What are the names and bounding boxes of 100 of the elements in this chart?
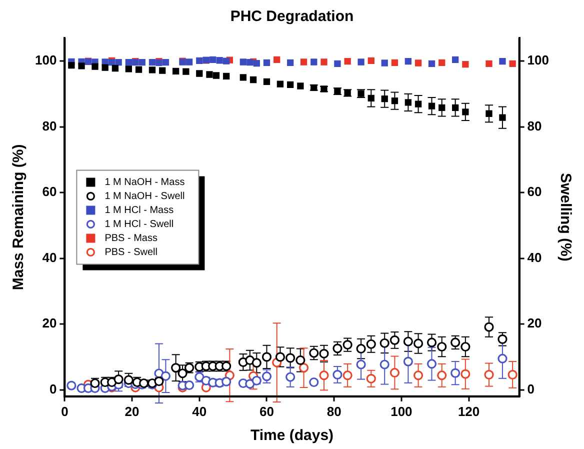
point — [263, 59, 270, 66]
x-tick-label: 100 — [390, 404, 412, 419]
point — [438, 59, 446, 66]
point — [319, 348, 329, 358]
y-tick-label: 60 — [42, 184, 57, 200]
point — [391, 97, 398, 104]
legend-label: 1 M NaOH - Mass — [104, 176, 185, 188]
x-tick-label: 120 — [458, 404, 480, 419]
point — [450, 368, 460, 378]
point — [390, 368, 400, 378]
point — [160, 371, 171, 381]
point — [452, 56, 459, 64]
point — [162, 59, 170, 66]
legend-label: PBS - Swell — [104, 246, 158, 258]
legend-label: 1 M HCl - Swell — [104, 218, 174, 230]
x-axis-title: Time (days) — [250, 427, 334, 444]
y-tick-label: 40 — [42, 250, 57, 265]
point — [178, 368, 188, 378]
point — [404, 58, 412, 65]
x-tick-label: 0 — [61, 404, 68, 419]
point — [286, 81, 294, 88]
y2-tick-label: 100 — [527, 52, 550, 68]
point — [240, 74, 246, 81]
point — [414, 100, 422, 108]
point — [148, 66, 156, 74]
y-tick-label: 20 — [42, 316, 57, 331]
point — [297, 82, 304, 90]
legend-label: 1 M NaOH - Swell — [104, 190, 185, 202]
legend-label: 1 M HCl - Mass — [104, 204, 174, 216]
point — [112, 64, 119, 72]
y-axis-title: Mass Remaining (%) — [10, 144, 28, 290]
point — [275, 352, 286, 362]
point — [206, 71, 213, 78]
point — [210, 56, 216, 64]
point — [438, 104, 446, 112]
point — [148, 59, 156, 66]
y2-tick-label: 20 — [527, 316, 542, 331]
point — [196, 70, 203, 77]
point — [223, 72, 230, 80]
point — [212, 72, 220, 79]
y2-tick-label: 60 — [527, 184, 542, 200]
x-tick-label: 40 — [192, 404, 207, 419]
point — [356, 360, 366, 370]
point — [125, 59, 132, 66]
point — [66, 380, 76, 390]
point — [286, 372, 296, 382]
point — [428, 102, 436, 110]
x-tick-label: 80 — [326, 404, 342, 419]
point — [508, 370, 518, 380]
point — [182, 68, 190, 75]
y2-tick-label: 80 — [527, 118, 542, 134]
point — [240, 58, 246, 66]
point — [276, 80, 284, 88]
point — [102, 58, 108, 66]
point — [390, 335, 400, 345]
point — [460, 369, 470, 379]
y-tick-label: 80 — [42, 118, 57, 134]
point — [262, 352, 272, 362]
point — [486, 110, 492, 117]
point — [381, 96, 388, 102]
point — [78, 62, 85, 70]
point — [253, 60, 260, 67]
y-tick-label: 100 — [34, 52, 57, 68]
point — [368, 57, 374, 64]
point — [171, 362, 181, 373]
point — [380, 360, 390, 370]
point — [102, 64, 108, 71]
legend-label: PBS - Mass — [104, 232, 158, 244]
point — [498, 354, 508, 364]
point — [437, 370, 447, 380]
point — [404, 99, 412, 106]
point — [368, 94, 374, 102]
point — [172, 68, 180, 75]
point — [403, 356, 413, 366]
point — [426, 359, 437, 369]
point — [413, 338, 424, 348]
point — [403, 336, 413, 346]
point — [342, 370, 352, 380]
point — [223, 58, 230, 64]
point — [499, 58, 506, 65]
point — [310, 58, 318, 66]
point — [309, 377, 319, 388]
point — [334, 60, 341, 67]
x-tick-label: 20 — [124, 404, 140, 419]
point — [358, 58, 364, 66]
point — [138, 59, 146, 66]
point — [263, 78, 270, 86]
point — [413, 370, 424, 380]
point — [366, 374, 376, 384]
point — [426, 338, 437, 348]
point — [484, 322, 494, 332]
point — [252, 358, 262, 368]
point — [452, 104, 459, 112]
y2-axis-title: Swelling (%) — [556, 173, 574, 262]
point — [296, 355, 306, 366]
point — [216, 57, 223, 64]
point — [414, 60, 422, 66]
point — [286, 353, 296, 363]
point — [186, 58, 193, 66]
point — [286, 59, 294, 66]
